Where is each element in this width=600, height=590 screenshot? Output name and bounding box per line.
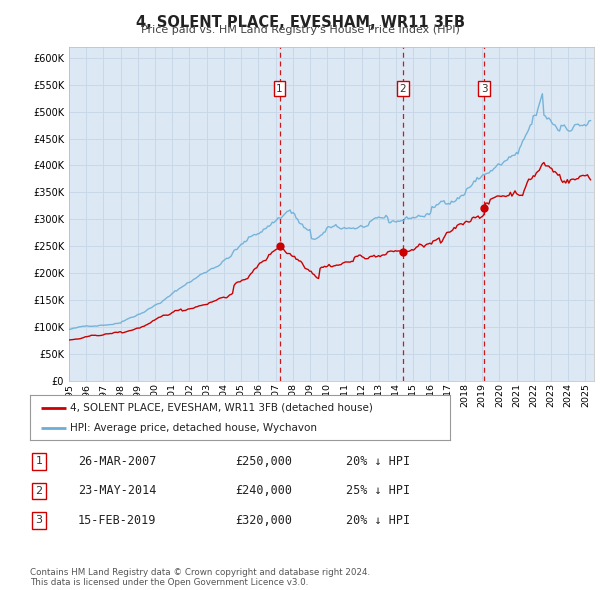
Text: £250,000: £250,000 bbox=[235, 455, 293, 468]
Text: £320,000: £320,000 bbox=[235, 514, 293, 527]
Text: HPI: Average price, detached house, Wychavon: HPI: Average price, detached house, Wych… bbox=[70, 422, 317, 432]
Text: 23-MAY-2014: 23-MAY-2014 bbox=[78, 484, 156, 497]
Text: 1: 1 bbox=[276, 84, 283, 94]
Text: 3: 3 bbox=[35, 516, 43, 525]
Text: 20% ↓ HPI: 20% ↓ HPI bbox=[346, 514, 410, 527]
Text: £240,000: £240,000 bbox=[235, 484, 293, 497]
Text: Contains HM Land Registry data © Crown copyright and database right 2024.
This d: Contains HM Land Registry data © Crown c… bbox=[30, 568, 370, 587]
Text: 1: 1 bbox=[35, 457, 43, 466]
Text: 25% ↓ HPI: 25% ↓ HPI bbox=[346, 484, 410, 497]
Text: 2: 2 bbox=[400, 84, 406, 94]
Text: 15-FEB-2019: 15-FEB-2019 bbox=[78, 514, 156, 527]
Text: 4, SOLENT PLACE, EVESHAM, WR11 3FB: 4, SOLENT PLACE, EVESHAM, WR11 3FB bbox=[136, 15, 464, 30]
Text: 20% ↓ HPI: 20% ↓ HPI bbox=[346, 455, 410, 468]
Text: Price paid vs. HM Land Registry's House Price Index (HPI): Price paid vs. HM Land Registry's House … bbox=[140, 25, 460, 35]
Text: 4, SOLENT PLACE, EVESHAM, WR11 3FB (detached house): 4, SOLENT PLACE, EVESHAM, WR11 3FB (deta… bbox=[70, 403, 373, 412]
Text: 2: 2 bbox=[35, 486, 43, 496]
Text: 3: 3 bbox=[481, 84, 487, 94]
Text: 26-MAR-2007: 26-MAR-2007 bbox=[78, 455, 156, 468]
